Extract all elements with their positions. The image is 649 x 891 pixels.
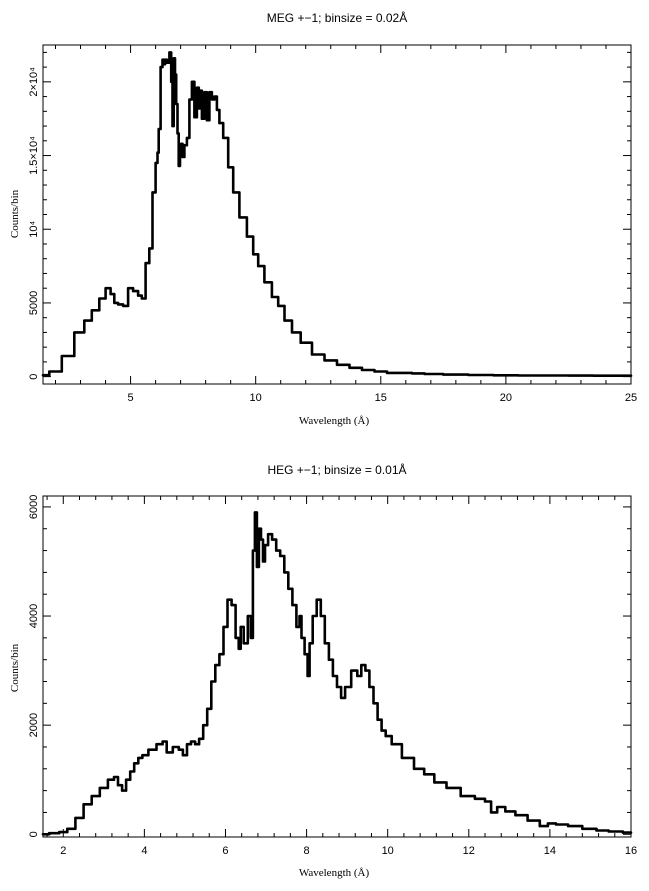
heg-x-tick-label: 14 <box>544 845 556 857</box>
meg-chart-title: MEG +−1; binsize = 0.02Å <box>267 10 407 25</box>
heg-y-axis-label: Counts/bin <box>9 643 21 692</box>
meg-series-line <box>41 51 633 377</box>
meg-y-tick-label: 2×10⁴ <box>28 67 40 97</box>
meg-x-tick-label: 20 <box>500 392 512 404</box>
heg-x-tick-label: 10 <box>382 845 394 857</box>
heg-chart: HEG +−1; binsize = 0.01Å 2 4 6 8 10 12 14 16 0 20… <box>9 462 637 879</box>
heg-y-tick-label: 4000 <box>28 604 40 628</box>
heg-chart-title: HEG +−1; binsize = 0.01Å <box>267 462 406 477</box>
heg-x-tick-label: 2 <box>60 845 66 857</box>
meg-y-tick-label: 5000 <box>28 291 40 315</box>
heg-y-tick-label: 0 <box>28 831 40 837</box>
heg-plot-frame <box>42 495 632 838</box>
meg-y-tick-label: 1.5×10⁴ <box>28 136 40 175</box>
meg-x-tick-label: 25 <box>625 392 637 404</box>
meg-chart: MEG +−1; binsize = 0.02Å 5 10 15 20 25 0 5000 1… <box>9 10 637 427</box>
meg-plot-frame <box>42 44 632 385</box>
heg-x-tick-label: 4 <box>141 845 147 857</box>
heg-y-tick-label: 2000 <box>28 713 40 737</box>
meg-y-tick-label: 10⁴ <box>28 220 40 237</box>
heg-series-line <box>41 511 633 836</box>
heg-axis-ticks: 2 4 6 8 10 12 14 16 0 2000 4000 6000 <box>28 495 637 857</box>
meg-x-tick-label: 5 <box>128 392 134 404</box>
meg-axis-ticks: 5 10 15 20 25 0 5000 10⁴ 1.5×10⁴ 2×10⁴ <box>28 45 637 404</box>
heg-x-tick-label: 8 <box>304 845 310 857</box>
meg-x-tick-label: 10 <box>250 392 262 404</box>
meg-x-axis-label: Wavelength (Å) <box>299 415 370 427</box>
meg-y-axis-label: Counts/bin <box>9 189 21 238</box>
heg-y-tick-label: 6000 <box>28 495 40 519</box>
meg-y-tick-label: 0 <box>28 374 40 380</box>
meg-x-tick-label: 15 <box>375 392 387 404</box>
heg-x-tick-label: 12 <box>463 845 475 857</box>
heg-x-tick-label: 6 <box>222 845 228 857</box>
heg-x-axis-label: Wavelength (Å) <box>299 867 370 879</box>
heg-x-tick-label: 16 <box>625 845 637 857</box>
